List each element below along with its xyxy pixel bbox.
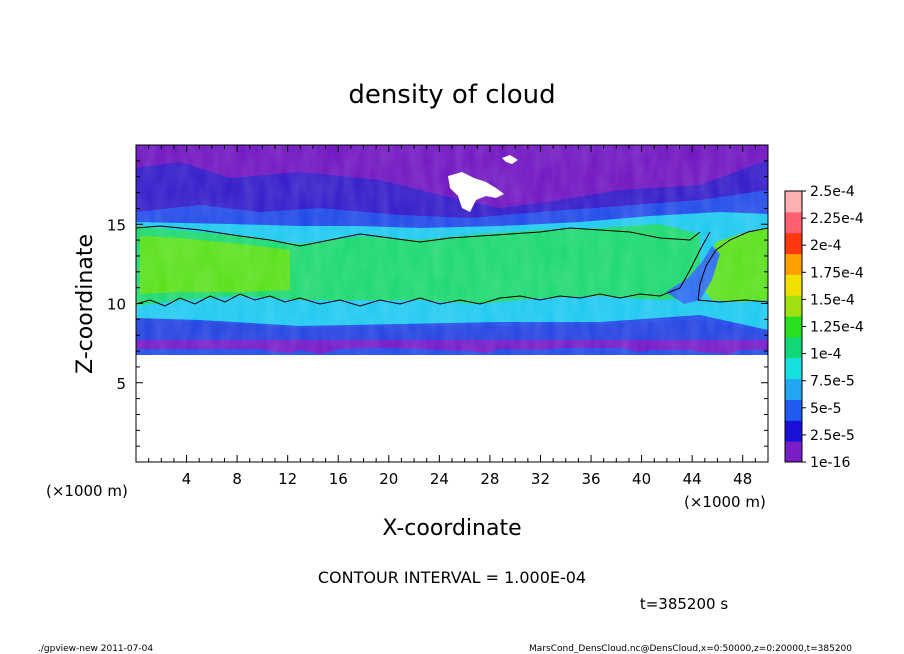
colorbar-label: 1e-16 [810, 455, 850, 471]
x-tick-label: 48 [733, 470, 752, 488]
x-tick-label: 8 [232, 470, 242, 488]
x-tick-label: 4 [182, 470, 192, 488]
colorbar-segment [785, 191, 802, 213]
contour-right [697, 227, 768, 303]
colorbar-label: 1.5e-4 [810, 292, 855, 308]
field-clear-patch [448, 172, 504, 212]
x-tick-label: 20 [379, 470, 398, 488]
colorbar-label: 2e-4 [810, 238, 842, 254]
field-clear-patch-small [502, 155, 518, 164]
x-tick-label: 12 [278, 470, 297, 488]
colorbar: 1e-16 2.5e-5 5e-5 7.5e-5 1e-4 1.25e-4 1.5e-4 1.… [784, 184, 864, 471]
y-unit-label: (×1000 m) [46, 482, 128, 500]
colorbar-label: 2.5e-5 [810, 428, 855, 444]
colorbar-segment [785, 274, 802, 296]
chart-title: density of cloud [348, 80, 555, 110]
y-tick-label: 10 [107, 296, 126, 314]
y-axis-title: Z-coordinate [73, 234, 98, 374]
colorbar-label: 1.25e-4 [810, 320, 864, 336]
contour-interval-label: CONTOUR INTERVAL = 1.000E-04 [318, 568, 586, 587]
x-unit-label: (×1000 m) [684, 493, 766, 511]
colorbar-label: 1.75e-4 [810, 265, 864, 281]
y-axis: 5 10 15 [107, 144, 768, 463]
colorbar-segment [785, 211, 802, 234]
x-tick-label: 28 [480, 470, 499, 488]
x-axis: 4 8 12 16 20 24 28 32 36 40 44 48 [135, 145, 769, 488]
colorbar-segment [785, 253, 802, 275]
x-axis-title: X-coordinate [382, 516, 521, 541]
colorbar-segment [785, 378, 802, 400]
colorbar-label: 7.5e-5 [810, 374, 855, 390]
colorbar-segment [785, 295, 802, 317]
colorbar-segment [785, 316, 802, 338]
colorbar-segment [785, 420, 802, 442]
colorbar-segment [785, 399, 802, 421]
colorbar-label: 1e-4 [810, 347, 842, 363]
contour-lower [136, 231, 711, 307]
colorbar-segment [785, 441, 802, 463]
x-tick-label: 32 [531, 470, 550, 488]
x-tick-label: 44 [683, 470, 702, 488]
x-tick-label: 40 [632, 470, 651, 488]
time-label: t=385200 s [640, 595, 728, 613]
footer-right: MarsCond_DensCloud.nc@DensCloud,x=0:5000… [529, 644, 852, 654]
contour-upper [136, 225, 701, 247]
colorbar-segment [785, 336, 802, 359]
x-tick-label: 36 [581, 470, 600, 488]
y-tick-label: 5 [116, 375, 126, 393]
colorbar-label: 2.25e-4 [810, 211, 864, 227]
colorbar-label: 2.5e-4 [810, 184, 855, 200]
x-tick-label: 16 [329, 470, 348, 488]
footer-left: ./gpview-new 2011-07-04 [38, 644, 153, 654]
colorbar-label: 5e-5 [810, 401, 841, 417]
density-field [136, 145, 768, 355]
colorbar-segment [785, 357, 802, 380]
y-tick-label: 15 [107, 216, 126, 234]
x-tick-label: 24 [430, 470, 449, 488]
colorbar-segment [785, 232, 802, 255]
